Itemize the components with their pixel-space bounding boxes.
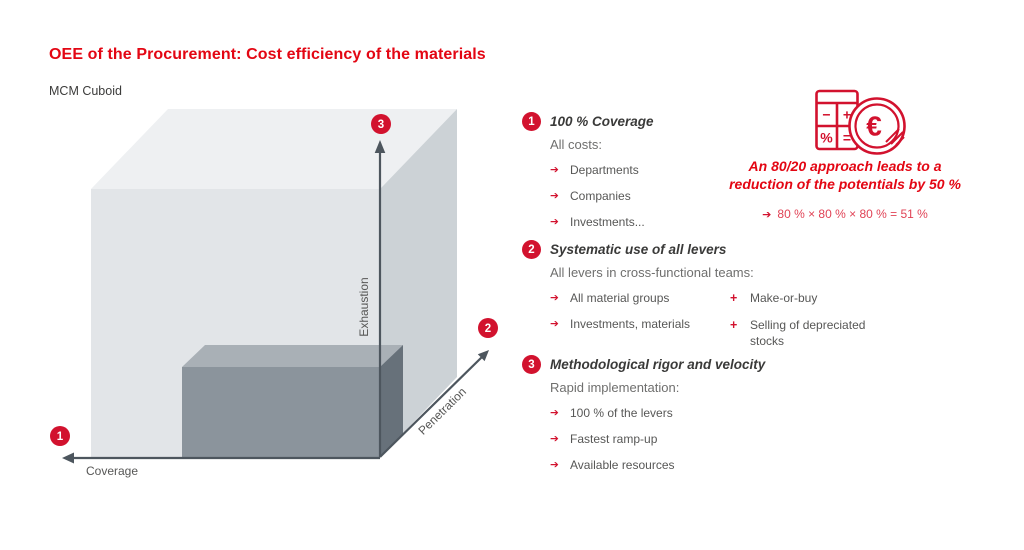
arrow-bullet-icon: ➔ [550,216,559,229]
list-item: ➔ Fastest ramp-up [550,431,765,447]
marker-3-number: 3 [378,119,384,131]
section-coverage: 1 100 % Coverage All costs: ➔ Department… [522,112,654,241]
section-2-subtitle: All levers in cross-functional teams: [550,265,754,280]
calc-equals-key: = [843,130,851,146]
list-item: ➔ All material groups [550,290,730,306]
callout-formula: ➔ 80 % × 80 % × 80 % = 51 % [700,207,990,221]
cube-top-face [91,109,457,189]
formula-text: 80 % × 80 % × 80 % = 51 % [777,207,928,221]
marker-1-circle [50,426,70,446]
calc-plus-key: + [843,107,851,123]
callout-headline-line1: An 80/20 approach leads to a [748,158,942,174]
diagram-subtitle: MCM Cuboid [49,84,122,98]
axes-arrowheads [62,140,489,464]
list-item: + Make-or-buy [730,290,885,307]
calculator-euro-icon: − + % = € [815,89,906,155]
arrow-bullet-icon: ➔ [550,433,559,446]
section-2-badge: 2 [522,240,541,259]
arrow-bullet-icon: ➔ [550,292,559,304]
list-item: + Selling of depreciated stocks [730,317,885,349]
inner-cuboid-right-face [380,345,403,457]
section-levers: 2 Systematic use of all levers All lever… [522,240,885,359]
exhaustion-axis-label: Exhaustion [357,277,371,336]
euro-symbol: € [866,111,882,142]
penetration-axis-line [379,355,484,458]
plus-bullet-icon: + [730,291,738,305]
inner-cuboid-top-face [182,345,403,367]
callout-headline-line2: reduction of the potentials by 50 % [729,176,961,192]
bullet-text: Departments [570,163,639,177]
marker-1-number: 1 [57,431,64,443]
marker-penetration: 2 [478,318,498,338]
arrow-bullet-icon: ➔ [550,164,559,176]
coin-hatch-lines [885,128,905,146]
inner-cuboid-front-face [182,367,380,457]
mcm-cuboid-diagram: Coverage Exhaustion Penetration 1 2 3 [50,109,498,478]
arrow-bullet-icon: ➔ [550,190,559,203]
axes-lines [72,151,484,460]
bullet-text: Make-or-buy [750,291,818,305]
calc-percent-key: % [820,130,833,146]
list-item: ➔ 100 % of the levers [550,405,765,421]
callout: An 80/20 approach leads to a reduction o… [700,157,990,221]
bullet-text: Investments... [570,215,645,230]
exhaustion-arrowhead-icon [374,140,386,153]
marker-2-number: 2 [485,323,491,335]
arrow-bullet-icon: ➔ [762,208,772,221]
list-item: ➔ Investments, materials [550,316,730,332]
section-1-badge: 1 [522,112,541,131]
list-item: ➔ Investments... [550,214,654,230]
section-1-subtitle: All costs: [550,137,603,152]
arrow-bullet-icon: ➔ [550,459,559,472]
arrow-bullet-icon: ➔ [550,318,559,331]
bullet-text: All material groups [570,291,670,305]
coverage-axis-label: Coverage [86,464,138,478]
bullet-text: Investments, materials [570,317,691,332]
section-2-title: Systematic use of all levers [550,242,727,257]
list-item: ➔ Available resources [550,457,765,473]
marker-2-circle [478,318,498,338]
plus-bullet-icon: + [730,317,738,332]
bullet-text: Companies [570,189,631,204]
marker-3-circle [371,114,391,134]
section-methodology: 3 Methodological rigor and velocity Rapi… [522,355,765,484]
calc-minus-key: − [822,107,830,123]
section-3-subtitle: Rapid implementation: [550,380,680,395]
penetration-arrowhead-icon [477,350,489,362]
page-title: OEE of the Procurement: Cost efficiency … [49,46,486,63]
section-1-title: 100 % Coverage [550,114,654,129]
euro-coin-icon: € [848,97,906,155]
list-item: ➔ Companies [550,188,654,204]
section-3-badge: 3 [522,355,541,374]
marker-coverage: 1 [50,426,70,446]
bullet-text: Selling of depreciated stocks [750,317,866,349]
section-3-title: Methodological rigor and velocity [550,357,766,372]
list-item: ➔ Departments [550,162,654,178]
marker-exhaustion: 3 [371,114,391,134]
bullet-text: 100 % of the levers [570,406,673,420]
coverage-arrowhead-icon [62,452,74,464]
arrow-bullet-icon: ➔ [550,407,559,419]
bullet-text: Available resources [570,458,675,473]
bullet-text: Fastest ramp-up [570,432,658,447]
